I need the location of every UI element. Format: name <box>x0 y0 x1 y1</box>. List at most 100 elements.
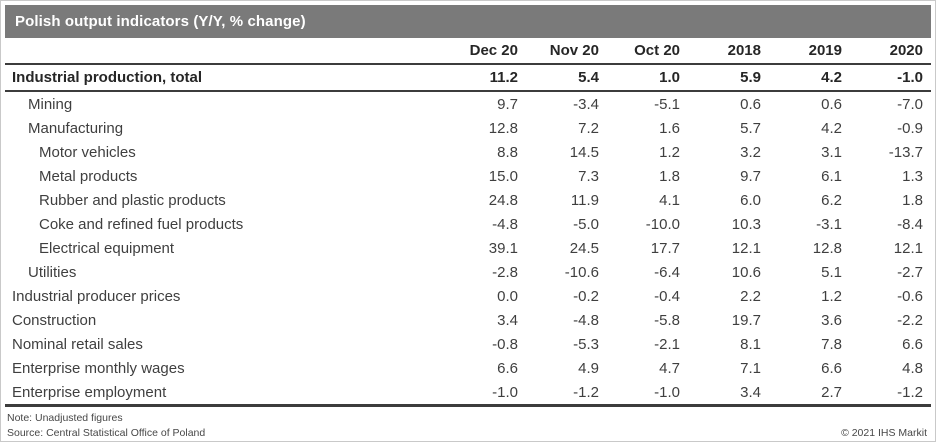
cell: -3.1 <box>816 215 842 233</box>
cell: 39.1 <box>488 239 518 257</box>
cell: -1.2 <box>526 380 607 407</box>
cell: 9.7 <box>497 95 518 113</box>
cell: 24.5 <box>569 239 599 257</box>
column-header-nov20: Nov 20 <box>526 38 607 65</box>
cell: 8.8 <box>497 143 518 161</box>
cell: 24.8 <box>488 191 518 209</box>
cell: 5.7 <box>740 119 761 137</box>
cell: 6.6 <box>902 335 923 353</box>
cell: 11.9 <box>570 191 599 209</box>
cell: 12.8 <box>488 119 518 137</box>
row-label: Enterprise employment <box>5 380 445 407</box>
cell: -7.0 <box>897 95 923 113</box>
cell: 3.2 <box>740 143 761 161</box>
cell: -5.8 <box>654 311 680 329</box>
cell: 1.8 <box>659 167 680 185</box>
cell: 0.6 <box>821 95 842 113</box>
row-label: Industrial production, total <box>5 64 445 92</box>
cell: 19.7 <box>731 311 761 329</box>
cell: 5.1 <box>821 263 842 281</box>
row-label: Manufacturing <box>28 119 124 137</box>
column-header-oct20: Oct 20 <box>607 38 688 65</box>
cell: 1.2 <box>659 143 680 161</box>
row-label: Construction <box>12 311 97 329</box>
row-label: Utilities <box>28 263 77 281</box>
table-footer: Note: Unadjusted figures Source: Central… <box>7 411 929 441</box>
cell: -1.0 <box>445 380 526 407</box>
table-row-utilities: Utilities -2.8 -10.6 -6.4 10.6 5.1 -2.7 <box>5 260 931 284</box>
column-header-2019: 2019 <box>769 38 850 65</box>
cell: 0.6 <box>740 95 761 113</box>
cell: -2.1 <box>654 335 680 353</box>
cell: -6.4 <box>654 263 680 281</box>
cell: 1.0 <box>607 64 688 92</box>
cell: -1.0 <box>850 64 931 92</box>
cell: -1.0 <box>607 380 688 407</box>
indicators-table: Dec 20 Nov 20 Oct 20 2018 2019 2020 Indu… <box>5 38 931 407</box>
cell: 6.6 <box>497 359 518 377</box>
cell: 17.7 <box>650 239 680 257</box>
source-text: Source: Central Statistical Office of Po… <box>7 427 206 439</box>
cell: 12.8 <box>812 239 842 257</box>
column-header-empty <box>5 38 445 65</box>
cell: -2.7 <box>897 263 923 281</box>
cell: 3.1 <box>821 143 842 161</box>
row-label: Electrical equipment <box>39 239 175 257</box>
table-row-mining: Mining 9.7 -3.4 -5.1 0.6 0.6 -7.0 <box>5 91 931 116</box>
cell: 10.3 <box>731 215 761 233</box>
cell: 1.2 <box>821 287 842 305</box>
row-label: Mining <box>28 95 73 113</box>
cell: 5.9 <box>688 64 769 92</box>
table-row-enterprise-employment: Enterprise employment -1.0 -1.2 -1.0 3.4… <box>5 380 931 407</box>
cell: -2.2 <box>897 311 923 329</box>
table-row-metal-products: Metal products 15.0 7.3 1.8 9.7 6.1 1.3 <box>5 164 931 188</box>
cell: 2.2 <box>740 287 761 305</box>
cell: 1.3 <box>902 167 923 185</box>
cell: -5.0 <box>573 215 599 233</box>
cell: 6.6 <box>821 359 842 377</box>
cell: 6.2 <box>821 191 842 209</box>
cell: 7.2 <box>578 119 599 137</box>
cell: 15.0 <box>488 167 518 185</box>
cell: 11.2 <box>445 64 526 92</box>
cell: 10.6 <box>731 263 761 281</box>
cell: 12.1 <box>731 239 761 257</box>
copyright-text: © 2021 IHS Markit <box>841 427 927 439</box>
table-row-industrial-production-total: Industrial production, total 11.2 5.4 1.… <box>5 64 931 92</box>
cell: 7.3 <box>578 167 599 185</box>
cell: 4.1 <box>659 191 680 209</box>
cell: 3.4 <box>497 311 518 329</box>
row-label: Motor vehicles <box>39 143 136 161</box>
table-row-coke-refined-fuel: Coke and refined fuel products -4.8 -5.0… <box>5 212 931 236</box>
cell: -1.2 <box>850 380 931 407</box>
cell: 6.1 <box>821 167 842 185</box>
table-row-industrial-producer-prices: Industrial producer prices 0.0 -0.2 -0.4… <box>5 284 931 308</box>
column-header-2018: 2018 <box>688 38 769 65</box>
cell: 6.0 <box>740 191 761 209</box>
cell: 1.6 <box>659 119 680 137</box>
cell: -0.8 <box>492 335 518 353</box>
row-label: Rubber and plastic products <box>39 191 226 209</box>
column-header-row: Dec 20 Nov 20 Oct 20 2018 2019 2020 <box>5 38 931 65</box>
cell: 7.1 <box>740 359 761 377</box>
table-row-rubber-plastic: Rubber and plastic products 24.8 11.9 4.… <box>5 188 931 212</box>
cell: -0.6 <box>897 287 923 305</box>
cell: 3.6 <box>821 311 842 329</box>
cell: -0.2 <box>573 287 599 305</box>
cell: 1.8 <box>902 191 923 209</box>
cell: 7.8 <box>821 335 842 353</box>
table-title-bar: Polish output indicators (Y/Y, % change) <box>5 5 931 38</box>
cell: -13.7 <box>888 143 923 161</box>
table-row-construction: Construction 3.4 -4.8 -5.8 19.7 3.6 -2.2 <box>5 308 931 332</box>
table-title: Polish output indicators (Y/Y, % change) <box>15 13 306 30</box>
table-row-nominal-retail-sales: Nominal retail sales -0.8 -5.3 -2.1 8.1 … <box>5 332 931 356</box>
cell: -4.8 <box>492 215 518 233</box>
cell: -5.1 <box>654 95 680 113</box>
cell: 0.0 <box>497 287 518 305</box>
cell: 8.1 <box>740 335 761 353</box>
cell: 4.8 <box>902 359 923 377</box>
row-label: Enterprise monthly wages <box>12 359 185 377</box>
cell: 12.1 <box>893 239 923 257</box>
cell: 4.7 <box>659 359 680 377</box>
cell: 5.4 <box>526 64 607 92</box>
